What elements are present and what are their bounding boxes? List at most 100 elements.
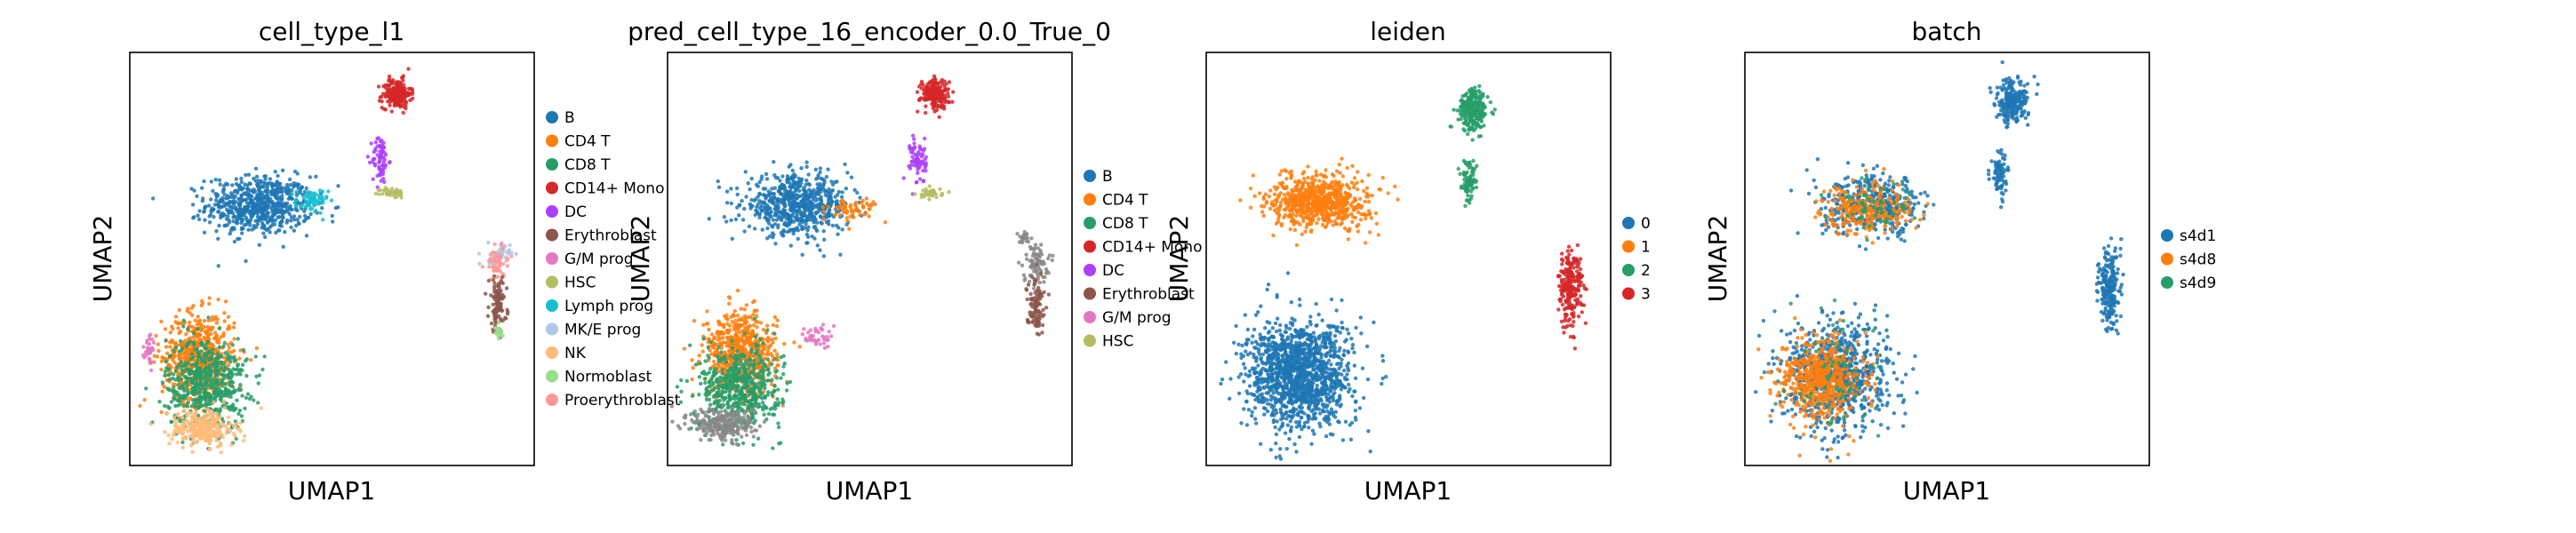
point-cd4-t bbox=[750, 329, 755, 333]
point-b bbox=[798, 184, 803, 188]
point-b bbox=[764, 171, 769, 177]
point-nk bbox=[167, 442, 172, 446]
point-cd14-mono bbox=[397, 82, 403, 86]
point-cd4-t bbox=[770, 337, 774, 342]
point-cd8-t bbox=[732, 378, 737, 382]
point-b bbox=[796, 228, 801, 233]
point-cd8-t bbox=[765, 328, 770, 332]
point-cd8-t bbox=[230, 385, 236, 389]
point-hsc bbox=[380, 192, 385, 196]
point-b bbox=[743, 170, 748, 174]
point-b bbox=[262, 224, 267, 228]
point-b bbox=[228, 231, 232, 236]
point-cd14-mono bbox=[387, 74, 392, 79]
point-b bbox=[243, 205, 248, 210]
point-erythroblast bbox=[484, 291, 488, 296]
point-dc bbox=[378, 159, 382, 163]
point-cd4-t bbox=[797, 345, 802, 349]
point-cd8-t bbox=[720, 356, 724, 362]
point-nk bbox=[226, 415, 230, 419]
point-b bbox=[806, 225, 811, 229]
point-nk bbox=[215, 411, 220, 417]
point-b bbox=[264, 227, 268, 232]
point-b bbox=[779, 230, 784, 235]
point-cd14-mono bbox=[924, 104, 928, 108]
point-cd8-t bbox=[715, 354, 720, 359]
point-normoblast bbox=[496, 328, 500, 333]
point-cd8-t bbox=[165, 386, 170, 391]
point-cd8-t bbox=[211, 352, 215, 356]
point-cd8-t bbox=[212, 388, 217, 394]
point-b bbox=[855, 190, 860, 195]
point-cd14-mono bbox=[940, 103, 945, 108]
point-b bbox=[792, 200, 797, 204]
point-b bbox=[207, 220, 212, 225]
point-b bbox=[284, 203, 288, 207]
point-dc bbox=[921, 179, 926, 183]
point-b bbox=[260, 216, 265, 220]
point-b bbox=[330, 213, 334, 219]
point-lymph-prog bbox=[294, 189, 299, 195]
point-cd4-t bbox=[209, 327, 213, 332]
point-cd8-t bbox=[195, 400, 199, 404]
point-cd14-mono bbox=[916, 84, 922, 89]
point-erythroblast bbox=[496, 295, 500, 299]
point-b bbox=[788, 185, 792, 189]
point-b bbox=[735, 192, 740, 197]
point-cd4-t bbox=[883, 220, 888, 225]
point-nk bbox=[204, 417, 208, 421]
point-cd8-t bbox=[236, 337, 240, 341]
point-b bbox=[265, 211, 270, 215]
point-nk bbox=[208, 438, 212, 442]
point-b bbox=[817, 202, 821, 206]
point-b bbox=[240, 198, 244, 203]
point-proerythroblast bbox=[491, 250, 495, 255]
point-b bbox=[844, 222, 849, 227]
point-b bbox=[197, 209, 202, 213]
point-cd8-t bbox=[237, 369, 242, 373]
point-cd4-t bbox=[207, 301, 212, 306]
point-cd14-mono bbox=[401, 110, 405, 115]
point-cd14-mono bbox=[401, 74, 405, 78]
point-b bbox=[806, 172, 811, 177]
point-nk bbox=[148, 422, 153, 426]
point-cd8-t bbox=[230, 380, 236, 385]
point-cd8-t bbox=[734, 404, 740, 409]
point-b bbox=[792, 228, 797, 233]
point-b bbox=[757, 215, 762, 219]
point-cd8-t bbox=[772, 412, 777, 417]
point-b bbox=[840, 190, 844, 195]
point-cd14-mono bbox=[383, 93, 388, 98]
point-b bbox=[768, 199, 773, 203]
point-cd8-t bbox=[175, 392, 180, 397]
point-cd8-t bbox=[773, 401, 778, 405]
point-b bbox=[765, 226, 770, 231]
point-erythroblast bbox=[506, 310, 510, 314]
point-cd8-t bbox=[221, 369, 227, 373]
point-b bbox=[225, 182, 230, 187]
point-nk bbox=[197, 427, 202, 433]
point-cd14-mono bbox=[933, 81, 939, 86]
point-cd4-t bbox=[202, 325, 207, 330]
point-proerythroblast bbox=[505, 264, 510, 268]
point-b bbox=[238, 210, 243, 215]
point-cd8-t bbox=[212, 382, 217, 387]
point-b bbox=[742, 206, 747, 211]
point-b bbox=[151, 196, 156, 201]
point-cd14-mono bbox=[389, 80, 394, 84]
point-mk-e-prog bbox=[476, 251, 482, 256]
point-cd14-mono bbox=[406, 67, 411, 71]
point-b bbox=[757, 198, 762, 203]
point-cd4-t bbox=[751, 300, 756, 305]
point-b bbox=[251, 201, 255, 205]
point-cd4-t bbox=[740, 338, 745, 343]
point-cd8-t bbox=[203, 373, 208, 378]
point-cd14-mono bbox=[388, 103, 392, 107]
point-lymph-prog bbox=[306, 194, 310, 198]
point-nk bbox=[212, 400, 216, 405]
point-lymph-prog bbox=[321, 200, 325, 204]
point-cd4-t bbox=[821, 217, 827, 221]
point-cd8-t bbox=[257, 373, 262, 378]
point-g-m-prog bbox=[148, 361, 153, 366]
